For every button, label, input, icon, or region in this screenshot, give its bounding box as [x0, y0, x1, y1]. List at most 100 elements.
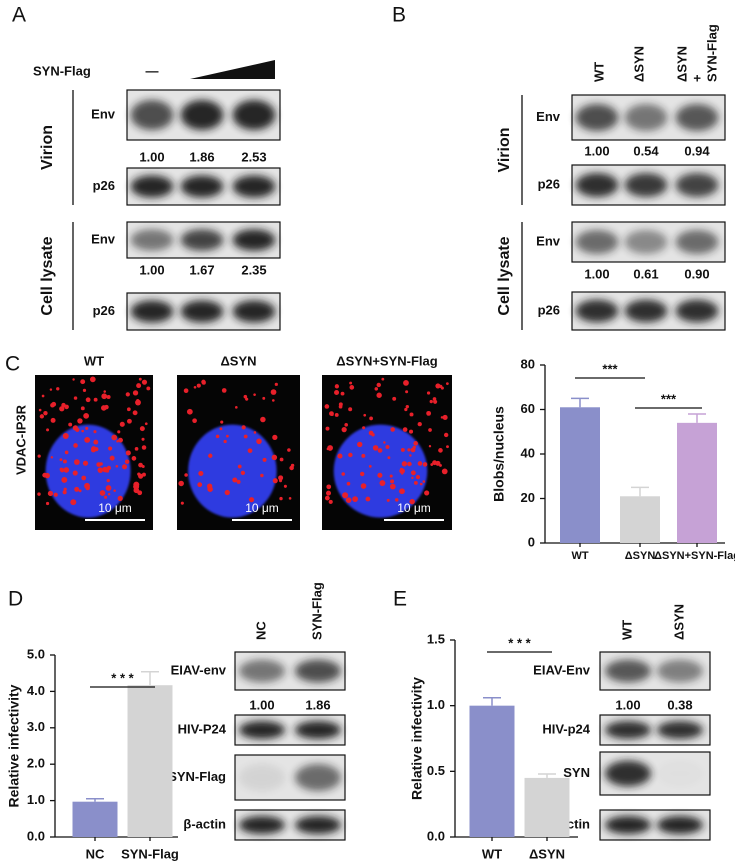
band-quantification: 1.86	[189, 149, 214, 164]
bar	[469, 705, 515, 837]
band-quantification: 1.00	[139, 149, 164, 164]
blob	[410, 470, 416, 476]
blob	[47, 490, 54, 497]
blob	[324, 495, 330, 501]
y-axis-label: Relative infectivity	[6, 684, 22, 807]
blob	[226, 434, 229, 438]
blob	[45, 501, 50, 506]
blob	[271, 454, 278, 461]
blob	[445, 382, 449, 386]
blob	[232, 477, 238, 483]
blob	[99, 462, 103, 466]
nucleus	[188, 424, 277, 518]
blob	[73, 443, 78, 448]
blob	[221, 388, 227, 393]
blot-band	[232, 229, 276, 251]
blob	[407, 461, 412, 467]
bar	[620, 496, 660, 543]
y-tick-label: 0.0	[427, 828, 445, 843]
blob	[84, 436, 91, 443]
blob	[342, 492, 349, 499]
blot-band	[656, 659, 704, 683]
blob	[329, 411, 334, 416]
blob	[141, 379, 148, 385]
blob	[402, 427, 408, 432]
blot-band	[575, 173, 619, 197]
blob	[377, 472, 383, 478]
blob	[359, 471, 365, 477]
blob	[270, 389, 277, 395]
y-tick-label: 1.5	[427, 631, 445, 646]
row-label: Env	[536, 109, 561, 124]
blob	[409, 412, 414, 417]
blot-band	[232, 100, 276, 130]
blob	[247, 448, 253, 454]
blob	[85, 397, 91, 403]
band-quantification: 1.00	[584, 266, 609, 281]
blob	[417, 461, 423, 466]
blot-band	[575, 299, 619, 323]
y-tick-label: 1.0	[427, 697, 445, 712]
group-label: Cell lysate	[39, 236, 56, 315]
blot-band	[130, 175, 174, 198]
blob	[39, 414, 45, 419]
blob	[253, 431, 257, 434]
blob	[424, 490, 430, 496]
blot-band	[180, 175, 224, 198]
blot-band	[624, 173, 668, 197]
blot-band	[238, 816, 286, 834]
blob	[386, 498, 390, 502]
blob	[235, 406, 238, 409]
blot-band	[624, 230, 668, 254]
blob	[348, 407, 353, 412]
blob	[93, 397, 98, 402]
blob	[411, 476, 414, 480]
blob	[180, 501, 184, 505]
blob	[262, 396, 266, 400]
treatment-label: SYN-Flag	[33, 63, 91, 78]
x-tick-label: WT	[482, 846, 502, 861]
blob	[131, 456, 137, 461]
x-tick-label: NC	[86, 846, 105, 861]
blob	[75, 427, 80, 432]
blob	[141, 464, 145, 468]
blob	[85, 485, 90, 491]
blot-band	[238, 764, 286, 791]
blob	[82, 460, 89, 466]
y-tick-label: 5.0	[27, 646, 45, 661]
blob	[105, 485, 112, 491]
blob	[41, 394, 45, 398]
blob	[184, 473, 188, 477]
blot-band	[604, 760, 652, 787]
blob	[407, 448, 411, 452]
blob	[340, 391, 345, 396]
band-quantification: 0.94	[684, 143, 710, 158]
blob	[363, 413, 367, 417]
scale-label: 10 μm	[245, 501, 279, 515]
blob	[348, 452, 353, 458]
blob	[403, 380, 409, 386]
blob	[37, 492, 41, 496]
y-tick-label: 1.0	[27, 792, 45, 807]
blob	[70, 499, 77, 506]
blob	[392, 396, 397, 401]
blob	[219, 427, 223, 431]
blob	[419, 482, 423, 486]
row-label: SYN	[563, 765, 590, 780]
stain-label: VDAC-IP3R	[13, 404, 28, 475]
blob	[90, 447, 96, 453]
blob	[46, 428, 50, 432]
blob	[50, 417, 56, 423]
blob	[399, 488, 405, 495]
blob	[324, 404, 330, 409]
blob	[287, 448, 291, 452]
bar	[677, 422, 717, 543]
blob	[278, 479, 283, 483]
scale-label: 10 μm	[397, 501, 431, 515]
blob	[381, 377, 385, 381]
blob	[201, 379, 206, 385]
blob	[383, 441, 386, 444]
blob	[243, 434, 248, 439]
blob	[62, 433, 69, 440]
